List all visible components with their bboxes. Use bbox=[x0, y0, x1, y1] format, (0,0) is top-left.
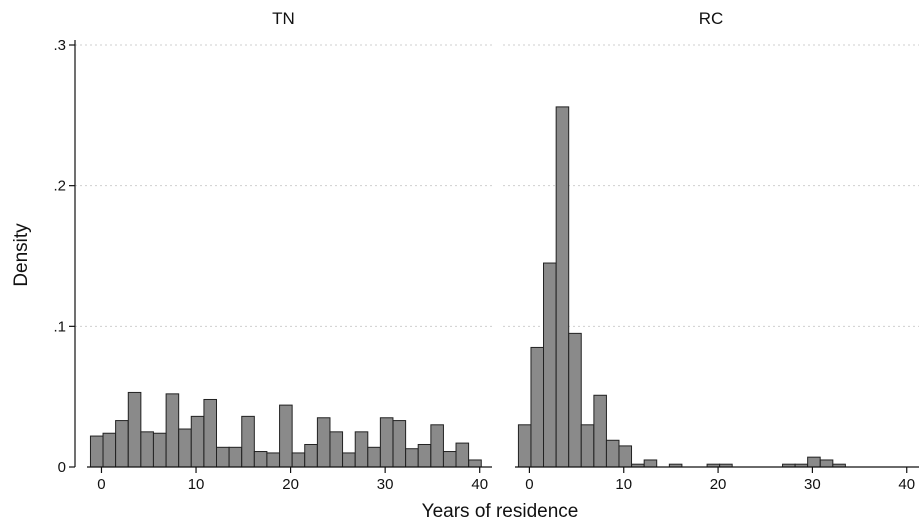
histogram-bar bbox=[329, 431, 344, 468]
histogram-bar bbox=[279, 404, 293, 468]
panel-title: TN bbox=[272, 9, 295, 28]
y-axis-title: Density bbox=[11, 223, 32, 287]
histogram-bar bbox=[555, 106, 570, 468]
histogram-bar bbox=[807, 456, 821, 468]
histogram-bar bbox=[216, 446, 230, 468]
histogram-bar bbox=[115, 420, 129, 468]
histogram-bar bbox=[152, 432, 167, 468]
y-tick-label: 0 bbox=[58, 459, 66, 476]
histogram-bar bbox=[367, 446, 381, 468]
histogram-bar bbox=[316, 417, 331, 468]
x-tick-label: 10 bbox=[615, 476, 632, 493]
y-tick-label: .1 bbox=[53, 318, 66, 335]
x-tick-label: 20 bbox=[282, 476, 299, 493]
histogram-bar bbox=[605, 439, 620, 468]
histogram-bar bbox=[89, 435, 104, 468]
histogram-bar bbox=[568, 332, 582, 468]
histogram-bar bbox=[618, 445, 633, 468]
histogram-bar bbox=[102, 432, 117, 468]
histogram-bar bbox=[190, 415, 205, 468]
histogram-bar bbox=[405, 448, 419, 468]
histogram-bar bbox=[266, 452, 280, 468]
panel-rc: RC 0 10 20 30 40 bbox=[503, 9, 919, 493]
x-tick-label: 30 bbox=[377, 476, 394, 493]
histogram-bar bbox=[178, 428, 192, 468]
histogram-bar bbox=[819, 459, 834, 468]
histogram-bar bbox=[417, 443, 432, 468]
x-tick-label: 40 bbox=[471, 476, 488, 493]
x-tick-label: 0 bbox=[97, 476, 105, 493]
histogram-bar bbox=[165, 393, 180, 468]
histogram-bar bbox=[253, 451, 268, 468]
histogram-bar bbox=[241, 415, 255, 468]
histogram-bar bbox=[517, 424, 532, 468]
histogram-bar bbox=[291, 452, 306, 468]
histogram-bar bbox=[580, 424, 595, 468]
histogram-bar bbox=[140, 431, 154, 468]
x-tick-label: 20 bbox=[710, 476, 727, 493]
histogram-bar bbox=[379, 417, 394, 468]
histogram-bar bbox=[455, 442, 470, 468]
histogram-bar bbox=[430, 424, 444, 468]
histogram-bar bbox=[530, 346, 545, 468]
histogram-bar bbox=[342, 452, 356, 468]
histogram-bar bbox=[354, 431, 369, 468]
x-tick-label: 40 bbox=[898, 476, 915, 493]
histogram-bar bbox=[593, 394, 607, 468]
histogram-bar bbox=[203, 398, 218, 468]
histogram-bar bbox=[392, 420, 407, 468]
histogram-bar bbox=[543, 262, 557, 468]
panel-tn: TN 0 10 20 30 40 bbox=[75, 9, 492, 493]
histogram-bar bbox=[643, 459, 658, 468]
histogram-bar bbox=[304, 443, 318, 468]
histogram-bar bbox=[228, 446, 243, 468]
y-tick-label: .2 bbox=[53, 178, 66, 195]
x-tick-label: 10 bbox=[188, 476, 205, 493]
x-tick-label: 30 bbox=[804, 476, 821, 493]
y-tick-label: .3 bbox=[53, 37, 66, 54]
histogram-bar bbox=[468, 459, 482, 468]
histogram-bar bbox=[442, 451, 457, 468]
x-tick-label: 0 bbox=[525, 476, 533, 493]
panel-title: RC bbox=[699, 9, 724, 28]
histogram-bar bbox=[127, 391, 142, 468]
x-axis-title: Years of residence bbox=[422, 501, 579, 522]
